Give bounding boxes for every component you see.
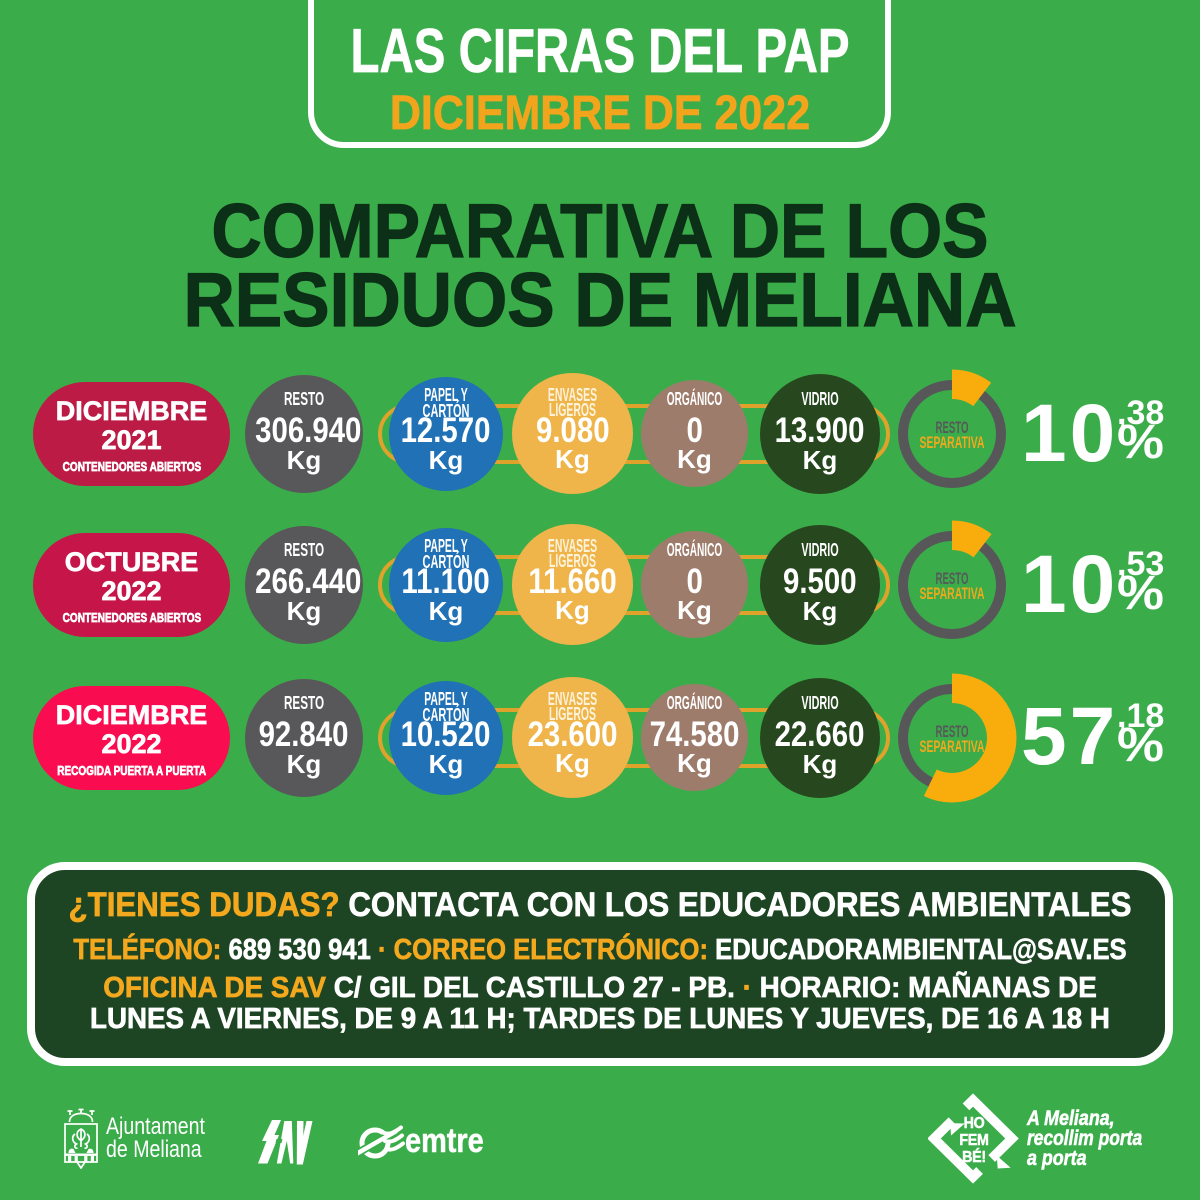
svg-text:RESTO: RESTO [936,570,969,588]
svg-text:SEPARATIVA: SEPARATIVA [920,585,985,603]
svg-text:RESTO: RESTO [936,419,969,437]
svg-text:RESTO: RESTO [936,723,969,741]
svg-text:SEPARATIVA: SEPARATIVA [920,738,985,756]
svg-text:SEPARATIVA: SEPARATIVA [920,434,985,452]
